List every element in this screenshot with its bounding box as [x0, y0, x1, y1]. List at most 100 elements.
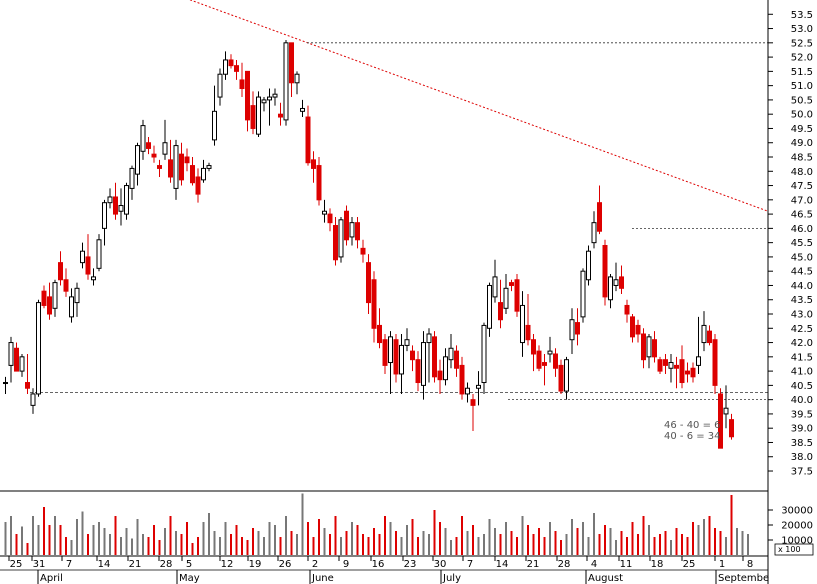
candle-body-up — [91, 276, 96, 281]
candle-body-up — [613, 279, 619, 286]
candle — [663, 353, 668, 374]
candle — [360, 239, 366, 263]
volume-unit-label: x 100 — [778, 545, 801, 554]
candle — [85, 234, 91, 280]
candle — [366, 254, 371, 315]
candle — [509, 279, 514, 292]
candle-body-up — [338, 219, 344, 258]
day-tick-label: 30 — [434, 559, 447, 570]
candle — [250, 91, 256, 135]
candle-body-down — [674, 364, 679, 369]
candle-body-down — [305, 116, 311, 164]
candle — [514, 274, 520, 317]
candle-body-down — [514, 279, 520, 312]
price-tick-label: 42.0 — [791, 338, 813, 349]
candle — [674, 356, 679, 389]
candle — [646, 333, 652, 369]
candle — [393, 333, 399, 383]
candle — [300, 99, 305, 118]
candle — [311, 151, 316, 183]
candle — [355, 216, 360, 249]
candle-body-up — [256, 96, 261, 135]
candle-body-down — [245, 70, 250, 121]
price-tick-label: 37.5 — [791, 467, 813, 478]
candle-body-down — [630, 316, 635, 338]
day-tick-label: 26 — [279, 559, 292, 570]
candle — [217, 68, 223, 106]
day-tick-label: 5 — [186, 559, 192, 570]
candle — [470, 393, 476, 432]
day-tick-label: 14 — [496, 559, 509, 570]
candle-body-down — [47, 296, 52, 315]
candle-body-down — [377, 324, 382, 344]
candle — [124, 182, 129, 220]
candle — [580, 268, 586, 323]
day-tick-label: 23 — [404, 559, 417, 570]
candle — [327, 208, 333, 232]
candle-body-up — [74, 287, 80, 304]
candle — [195, 168, 201, 203]
candle — [333, 216, 338, 266]
candle — [602, 239, 608, 306]
candle-body-up — [547, 350, 553, 355]
candle-body-down — [459, 364, 465, 395]
day-tick-label: 28 — [558, 559, 571, 570]
candle-body-up — [492, 276, 498, 298]
candle — [404, 328, 410, 352]
candle — [63, 268, 69, 297]
candle-body-down — [679, 359, 685, 384]
month-label: August — [588, 573, 623, 584]
day-tick-label: 14 — [98, 559, 111, 570]
day-tick-label: 28 — [160, 559, 173, 570]
annotations: 46 - 40 = 640 - 6 = 34 — [664, 420, 721, 442]
candle-body-up — [267, 96, 272, 101]
candle-body-down — [25, 382, 30, 389]
candle-body-down — [184, 156, 190, 164]
candle-body-up — [173, 145, 179, 189]
candle — [520, 291, 525, 357]
day-tick-label: 19 — [249, 559, 262, 570]
candle-body-down — [707, 330, 712, 344]
candle-body-down — [157, 165, 162, 169]
candle — [547, 336, 553, 363]
month-label: July — [442, 573, 461, 584]
volume-bars — [0, 490, 768, 557]
candle — [14, 342, 19, 372]
candle-body-up — [272, 93, 278, 98]
price-tick-label: 40.5 — [791, 381, 813, 392]
price-tick-label: 38.0 — [791, 452, 813, 463]
candle-body-down — [619, 276, 624, 289]
candle — [443, 348, 448, 386]
candle-body-up — [443, 356, 448, 381]
candle — [421, 331, 426, 400]
month-label: May — [179, 573, 200, 584]
candle-body-down — [85, 256, 91, 275]
price-axis: 37.5 38.0 38.5 39.0 39.5 40.0 40.5 41.0 41.5 42.0… — [767, 0, 813, 584]
candle — [184, 148, 190, 172]
candle — [652, 331, 657, 363]
candle-body-up — [426, 333, 432, 344]
price-tick-label: 45.5 — [791, 238, 813, 249]
candle — [3, 376, 8, 394]
candle — [377, 308, 382, 349]
candle-body-up — [465, 387, 470, 395]
candle — [223, 51, 228, 80]
candle — [492, 259, 498, 303]
candle-body-down — [525, 324, 531, 341]
price-tick-label: 45.0 — [791, 252, 813, 263]
candle — [641, 328, 646, 369]
candle-body-up — [135, 145, 140, 175]
candle-body-up — [646, 336, 652, 358]
price-tick-label: 49.5 — [791, 124, 813, 135]
candle-body-down — [718, 393, 723, 449]
price-tick-label: 41.5 — [791, 352, 813, 363]
day-tick-label: 25 — [683, 559, 696, 570]
candle-body-up — [223, 59, 228, 75]
candle-body-up — [69, 296, 74, 318]
candle-body-up — [201, 167, 206, 181]
candle-body-down — [729, 419, 734, 438]
candle-body-up — [80, 250, 85, 264]
candle-body-down — [454, 350, 459, 369]
candle-body-down — [690, 367, 696, 378]
